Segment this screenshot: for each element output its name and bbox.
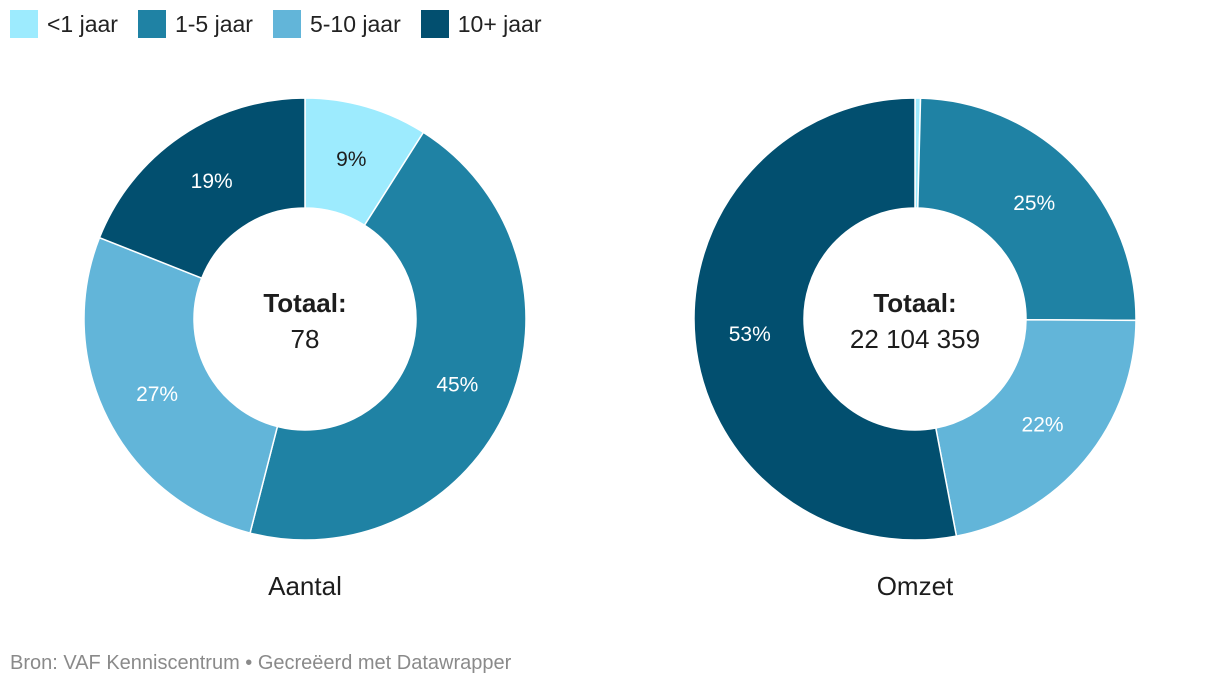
legend-item-5-10: 5-10 jaar bbox=[272, 10, 401, 38]
omzet-slice-5-10 bbox=[934, 318, 1137, 537]
source-footer: Bron: VAF Kenniscentrum • Gecreëerd met … bbox=[10, 652, 512, 674]
aantal-center-title: Totaal: bbox=[263, 288, 346, 318]
aantal-slice-5-10 bbox=[83, 236, 279, 534]
omzet-donut: 25% 22% 53% Totaal: 22 104 359 Omzet bbox=[693, 97, 1137, 601]
omzet-center-value: 22 104 359 bbox=[850, 324, 980, 354]
aantal-slice-label-1-5: 45% bbox=[436, 373, 478, 396]
omzet-chart-title: Omzet bbox=[877, 571, 954, 601]
omzet-slice-1-5 bbox=[917, 97, 1137, 322]
legend-item-lt1: <1 jaar bbox=[10, 10, 118, 38]
aantal-slice-label-10plus: 19% bbox=[191, 170, 233, 193]
aantal-slice-label-5-10: 27% bbox=[136, 383, 178, 406]
legend-label-1-5: 1-5 jaar bbox=[174, 10, 253, 37]
legend-item-10plus: 10+ jaar bbox=[420, 10, 542, 38]
legend-item-1-5: 1-5 jaar bbox=[137, 10, 253, 38]
legend-swatch-lt1 bbox=[10, 10, 38, 38]
aantal-center-value: 78 bbox=[291, 324, 320, 354]
aantal-chart-title: Aantal bbox=[268, 571, 342, 601]
omzet-slice-10plus bbox=[693, 97, 958, 541]
omzet-slice-label-1-5: 25% bbox=[1013, 192, 1055, 215]
legend-label-lt1: <1 jaar bbox=[47, 10, 118, 37]
aantal-slice-10plus bbox=[98, 97, 306, 280]
legend-label-10plus: 10+ jaar bbox=[457, 10, 542, 37]
legend-swatch-10plus bbox=[420, 10, 449, 38]
omzet-slice-label-10plus: 53% bbox=[729, 323, 771, 346]
omzet-slice-label-5-10: 22% bbox=[1022, 414, 1064, 437]
legend-swatch-5-10 bbox=[272, 10, 301, 38]
aantal-slice-label-lt1: 9% bbox=[336, 148, 366, 171]
legend-swatch-1-5 bbox=[137, 10, 166, 38]
donut-charts: 9% 45% 27% 19% Totaal: 78 Aantal 25% 22% 53% Totaa… bbox=[83, 97, 1137, 601]
legend-label-5-10: 5-10 jaar bbox=[309, 10, 401, 37]
omzet-center-title: Totaal: bbox=[873, 288, 956, 318]
legend: <1 jaar 1-5 jaar 5-10 jaar 10+ jaar bbox=[10, 10, 562, 38]
aantal-slice-1-5 bbox=[249, 131, 527, 541]
aantal-donut: 9% 45% 27% 19% Totaal: 78 Aantal bbox=[83, 97, 527, 601]
